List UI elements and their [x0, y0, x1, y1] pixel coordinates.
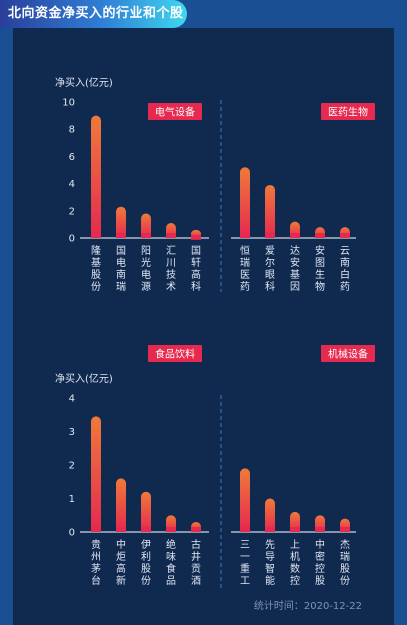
bar-base: [166, 233, 176, 238]
y-axis-label: 净买入(亿元): [55, 76, 113, 89]
x-tick-label: 云南白药: [340, 246, 350, 293]
bar-base: [91, 527, 101, 532]
chart-panel: [13, 28, 394, 625]
x-tick-label: 绝味食品: [166, 538, 176, 587]
x-tick-label: 恒瑞医药: [240, 244, 250, 293]
x-tick-label: 阳光电源: [141, 245, 151, 293]
x-tick-label: 三一重工: [240, 540, 250, 587]
x-tick-label: 贵州茅台: [91, 538, 101, 587]
bar-base: [191, 234, 201, 240]
group-badge-label: 机械设备: [328, 348, 368, 361]
bar: [290, 511, 300, 532]
bar-base: [265, 233, 275, 238]
x-tick-label: 汇川技术: [166, 244, 176, 293]
y-axis-label: 净买入(亿元): [55, 372, 113, 385]
bar-base: [315, 233, 325, 238]
x-tick-label: 中炬高新: [116, 538, 126, 587]
bar-base: [191, 527, 201, 532]
x-tick-label: 达安基因: [290, 245, 300, 293]
bar: [265, 498, 275, 532]
x-tick-label: 先导智能: [265, 539, 275, 587]
group-badge-label: 电气设备: [155, 106, 195, 119]
y-tick-label: 4: [69, 394, 75, 405]
x-tick-label: 安图生物: [315, 244, 325, 293]
bar-base: [240, 527, 250, 532]
x-tick-label: 古井贡酒: [191, 538, 201, 587]
group-badge-label: 食品饮料: [155, 348, 195, 361]
group-badge-label: 医药生物: [328, 106, 368, 119]
bar-base: [166, 527, 176, 532]
y-tick-label: 0: [69, 528, 75, 539]
y-tick-label: 2: [69, 461, 75, 472]
group-badge: [321, 103, 375, 120]
y-tick-label: 4: [69, 179, 75, 190]
bar-base: [141, 233, 151, 238]
page-title: 北向资金净买入的行业和个股: [0, 0, 187, 28]
bar: [240, 468, 250, 532]
bar: [240, 167, 250, 238]
group-badge: [321, 345, 375, 362]
x-tick-label: 杰瑞股份: [340, 539, 350, 587]
bar-base: [116, 233, 126, 238]
stat-time-date: 2020-12-22: [303, 601, 362, 612]
bar: [91, 416, 101, 532]
y-tick-label: 2: [69, 206, 75, 217]
y-tick-label: 8: [69, 125, 75, 136]
bar-base: [315, 527, 325, 532]
bar-base: [340, 233, 350, 238]
x-tick-label: 隆基股份: [91, 244, 101, 293]
y-tick-label: 6: [69, 152, 75, 163]
y-tick-label: 0: [69, 234, 75, 245]
stat-time-label: 统计时间：: [253, 601, 304, 612]
bar: [116, 478, 126, 532]
bar-base: [340, 527, 350, 532]
bar: [141, 213, 151, 238]
x-tick-label: 爱尔眼科: [265, 244, 275, 293]
x-tick-label: 中密控股: [315, 538, 325, 587]
bar-base: [290, 527, 300, 532]
y-tick-label: 1: [69, 494, 75, 505]
x-tick-label: 伊利股份: [141, 539, 151, 587]
bar-base: [116, 527, 126, 532]
bar-base: [240, 233, 250, 238]
bar-base: [91, 233, 101, 238]
group-badge: [148, 345, 202, 362]
bar: [91, 115, 101, 238]
y-tick-label: 3: [69, 427, 75, 438]
x-tick-label: 国轩高科: [191, 245, 201, 293]
bar: [265, 184, 275, 238]
group-badge: [148, 103, 202, 120]
bar-base: [290, 233, 300, 238]
y-tick-label: 10: [62, 98, 75, 109]
bar-base: [265, 527, 275, 532]
bar-base: [141, 527, 151, 532]
x-tick-label: 上机数控: [290, 539, 300, 587]
bar: [141, 491, 151, 532]
stat-time: 统计时间：2020-12-22: [254, 597, 362, 612]
x-tick-label: 国电南瑞: [116, 245, 126, 293]
bar: [116, 206, 126, 238]
